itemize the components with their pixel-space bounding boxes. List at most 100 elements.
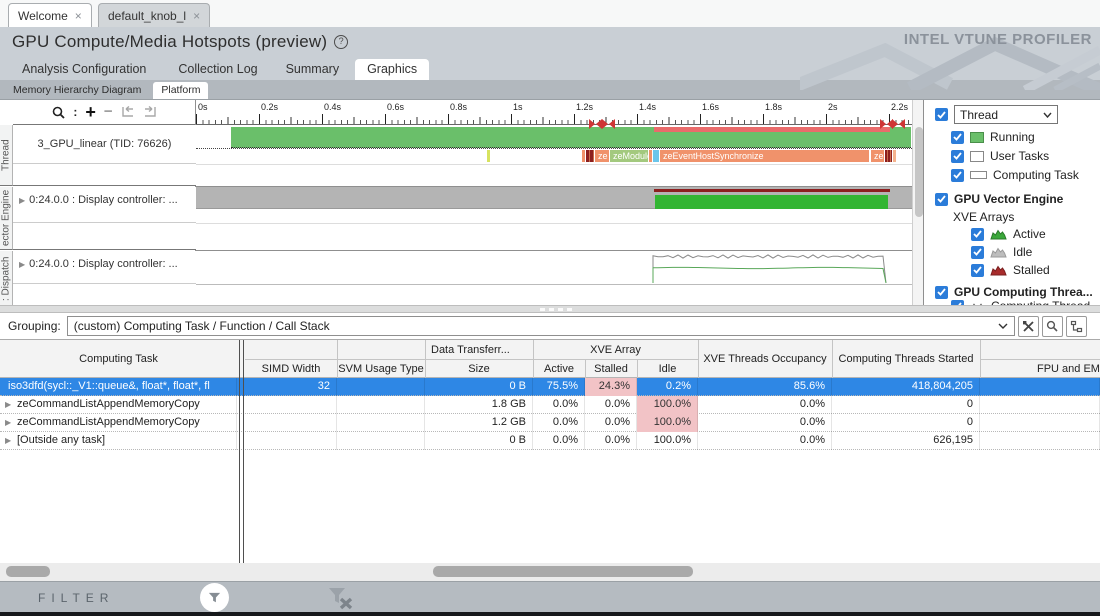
checkbox[interactable]	[935, 285, 948, 299]
dispatch-line-chart[interactable]	[196, 251, 912, 285]
timeline-ruler[interactable]: 0s 0.2s 0.4s 0.6s 0.8s 1s 1.2s 1.4s 1.6s…	[196, 100, 912, 125]
ruler-tick-label: 0.4s	[324, 102, 342, 112]
checkbox[interactable]	[935, 192, 948, 206]
view-tabs: Analysis Configuration Collection Log Su…	[0, 58, 1100, 80]
tab-analysis-configuration[interactable]: Analysis Configuration	[22, 62, 147, 76]
band-label-vector-engine: ector Engine	[0, 187, 13, 250]
timeline-panel: Thread ector Engine : Dispatch : + −	[0, 99, 1100, 306]
thread-running-bar[interactable]	[231, 127, 911, 148]
expand-arrow-icon[interactable]: ▶	[5, 436, 12, 445]
checkbox[interactable]	[935, 108, 948, 121]
ruler-tick-label: 0.2s	[261, 102, 279, 112]
task-segment[interactable]	[487, 150, 490, 162]
row-separator	[196, 223, 912, 224]
filter-label: FILTER	[38, 591, 115, 605]
ruler-tick-label: 1s	[513, 102, 523, 112]
column-splitter[interactable]	[243, 340, 244, 581]
task-segment[interactable]	[582, 150, 585, 162]
checkbox[interactable]	[951, 299, 964, 306]
table-row[interactable]: iso3dfd(sycl::_V1::queue&, float*, float…	[0, 378, 1100, 396]
cell-idle: 100.0%	[637, 396, 698, 414]
tab-default-knob[interactable]: default_knob_l ×	[98, 3, 211, 27]
cell-started: 0	[832, 414, 980, 432]
task-segment-zeevent[interactable]: zeEventHostSynchronize	[660, 150, 869, 162]
col-header-fpu-and-em[interactable]: FPU and EM	[1037, 362, 1100, 375]
grouping-select[interactable]: (custom) Computing Task / Function / Cal…	[66, 316, 1015, 336]
filter-button[interactable]	[200, 583, 229, 612]
tab-graphics[interactable]: Graphics	[355, 59, 430, 80]
checkbox[interactable]	[951, 130, 964, 144]
customize-grouping-button[interactable]	[1017, 315, 1039, 337]
dispatch-row-label[interactable]: ▶ 0:24.0.0 : Display controller: ...	[13, 251, 196, 284]
search-button[interactable]	[1041, 315, 1063, 337]
task-segment-zemodule[interactable]: zeModule	[610, 150, 648, 162]
col-header-xve-threads-occupancy[interactable]: XVE Threads Occupancy	[703, 353, 827, 365]
cell-size: 0 B	[425, 378, 533, 396]
task-segment-ze[interactable]: ze	[595, 150, 609, 162]
checkbox[interactable]	[951, 168, 964, 182]
cell-task: [Outside any task]	[0, 432, 237, 450]
redo-zoom-icon[interactable]	[143, 106, 157, 118]
expand-arrow-icon[interactable]: ▶	[5, 418, 12, 427]
legend-band-selector[interactable]: Thread	[954, 105, 1058, 124]
ruler-tick-label: 0.8s	[450, 102, 468, 112]
horizontal-scrollbar-row[interactable]	[0, 563, 1100, 581]
zoom-magnifier-icon[interactable]	[52, 106, 65, 119]
stalled-area-icon	[990, 265, 1007, 275]
scrollbar-thumb[interactable]	[6, 566, 50, 577]
legend-gpu-computing-threads-label: GPU Computing Threa...	[954, 285, 1093, 299]
close-icon[interactable]: ×	[193, 8, 201, 23]
help-icon[interactable]: ?	[334, 35, 349, 49]
tab-memory-hierarchy-diagram[interactable]: Memory Hierarchy Diagram	[13, 84, 142, 96]
table-row[interactable]: ▶ zeCommandListAppendMemoryCopy 1.2 GB 0…	[0, 414, 1100, 432]
table-row[interactable]: ▶ [Outside any task] 0 B 0.0% 0.0% 100.0…	[0, 432, 1100, 450]
close-icon[interactable]: ×	[74, 8, 82, 23]
task-segment[interactable]	[649, 150, 652, 162]
col-header-computing-task[interactable]: Computing Task	[79, 353, 158, 365]
col-header-idle[interactable]: Idle	[658, 362, 677, 375]
col-header-stalled[interactable]: Stalled	[594, 362, 628, 375]
col-group-data-transfer[interactable]: Data Transferr...	[431, 343, 510, 356]
task-segment[interactable]	[653, 150, 659, 162]
scrollbar-thumb[interactable]	[915, 127, 923, 217]
expand-arrow-icon[interactable]: ▶	[19, 196, 26, 205]
expand-arrow-icon[interactable]: ▶	[5, 400, 12, 409]
checkbox[interactable]	[971, 227, 984, 241]
cell-svm	[337, 378, 425, 396]
task-segment[interactable]	[586, 150, 594, 162]
thread-row-label[interactable]: 3_GPU_linear (TID: 76626)	[13, 125, 196, 164]
expand-arrow-icon[interactable]: ▶	[19, 260, 26, 269]
task-segment-ze[interactable]: ze	[871, 150, 884, 162]
window-bottom-edge	[0, 612, 1100, 616]
panel-splitter[interactable]	[0, 305, 1100, 313]
undo-zoom-icon[interactable]	[121, 106, 135, 118]
table-row[interactable]: ▶ zeCommandListAppendMemoryCopy 1.8 GB 0…	[0, 396, 1100, 414]
legend-computing-thread-label: Computing Thread...	[991, 299, 1100, 306]
timeline-plot[interactable]: 0s 0.2s 0.4s 0.6s 0.8s 1s 1.2s 1.4s 1.6s…	[196, 100, 912, 306]
task-segment[interactable]	[885, 150, 892, 162]
col-group-xve-array[interactable]: XVE Array	[590, 343, 641, 356]
tab-collection-log[interactable]: Collection Log	[178, 62, 258, 76]
tab-platform[interactable]: Platform	[153, 82, 209, 99]
show-hierarchy-button[interactable]	[1065, 315, 1087, 337]
column-splitter[interactable]	[239, 340, 240, 581]
clear-filter-button[interactable]	[325, 585, 355, 610]
tab-welcome[interactable]: Welcome ×	[8, 3, 92, 27]
checkbox[interactable]	[971, 245, 984, 259]
vector-engine-row-label[interactable]: ▶ 0:24.0.0 : Display controller: ...	[13, 187, 196, 223]
col-header-svm-usage-type[interactable]: SVM Usage Type	[338, 362, 424, 375]
timeline-zoom-controls: : + −	[13, 100, 196, 125]
zoom-out-icon[interactable]: −	[103, 103, 113, 120]
checkbox[interactable]	[951, 149, 964, 163]
zoom-in-icon[interactable]: +	[85, 102, 96, 122]
timeline-vertical-scrollbar[interactable]	[912, 100, 924, 306]
scrollbar-thumb[interactable]	[433, 566, 693, 577]
col-header-size[interactable]: Size	[468, 362, 490, 375]
checkbox[interactable]	[971, 263, 984, 277]
task-segment[interactable]	[893, 150, 896, 162]
col-header-active[interactable]: Active	[544, 362, 574, 375]
thread-bar-baseline	[196, 148, 912, 149]
col-header-computing-threads-started[interactable]: Computing Threads Started	[838, 353, 974, 365]
col-header-simd-width[interactable]: SIMD Width	[261, 362, 321, 375]
tab-summary[interactable]: Summary	[285, 62, 340, 76]
